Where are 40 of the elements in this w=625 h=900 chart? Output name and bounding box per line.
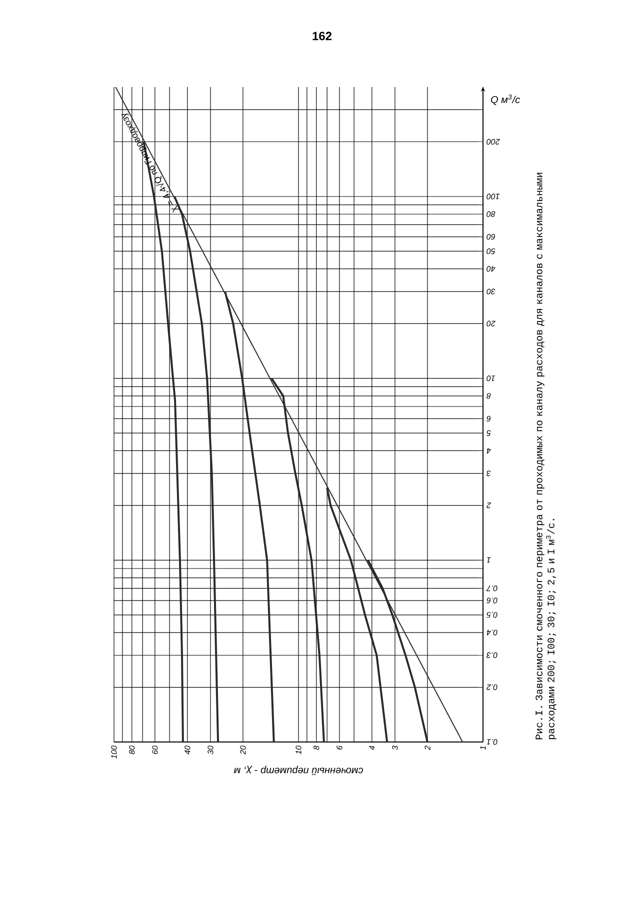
x-tick-label: 3 bbox=[392, 746, 398, 750]
y-tick-label: 20 bbox=[486, 320, 496, 326]
x-tick-label: 100 bbox=[111, 746, 117, 759]
y-tick-label: 0.7 bbox=[486, 586, 498, 592]
y-tick-label: 1 bbox=[487, 557, 491, 563]
x-tick-label: 2 bbox=[424, 746, 430, 750]
text: Рис.I. Зависимости смоченного периметра от проходимых по каналу расходов для каналов с максимальными расходами 200; I00; 30; I0; 2,5 и I м$^{3}$/с. bbox=[536, 172, 556, 740]
y-tick-label: 100 bbox=[486, 194, 500, 200]
x-tick-label: 30 bbox=[208, 746, 214, 754]
y-tick-label: 3 bbox=[486, 470, 491, 476]
y-tick-label: 0.1 bbox=[487, 739, 498, 745]
y-tick-label: 0.3 bbox=[486, 652, 498, 658]
y-tick-label: 0.5 bbox=[486, 612, 498, 618]
y-tick-label: 5 bbox=[486, 430, 491, 436]
x-axis-title: смоченный периметр - χ, м bbox=[234, 766, 363, 776]
y-tick-label: 0.4 bbox=[486, 630, 498, 636]
y-tick-label: 40 bbox=[486, 266, 496, 272]
y-tick-label: 0.6 bbox=[486, 598, 498, 604]
x-tick-label: 60 bbox=[152, 746, 158, 754]
x-tick-label: 10 bbox=[296, 746, 302, 754]
y-tick-label: 60 bbox=[486, 234, 495, 240]
x-tick-label: 80 bbox=[129, 746, 135, 754]
x-tick-label: 40 bbox=[184, 746, 190, 754]
y-tick-label: 80 bbox=[486, 211, 496, 217]
y-tick-label: 10 bbox=[486, 376, 496, 382]
y-tick-label: 8 bbox=[486, 393, 491, 399]
x-tick-label: 1 bbox=[480, 746, 486, 750]
x-tick-label: 8 bbox=[314, 746, 320, 750]
y-tick-label: 0.2 bbox=[486, 684, 498, 690]
y-tick-label: 4 bbox=[486, 448, 491, 454]
y-tick-label: 6 bbox=[486, 416, 491, 422]
y-tick-label: 2 bbox=[486, 502, 492, 508]
x-tick-label: 20 bbox=[240, 746, 246, 754]
y-tick-label: 50 bbox=[486, 248, 496, 254]
x-tick-label: 6 bbox=[336, 746, 342, 750]
y-tick-label: 30 bbox=[486, 288, 496, 294]
text: 162 bbox=[312, 32, 332, 40]
y-tick-label: 200 bbox=[486, 138, 500, 145]
x-tick-label: 4 bbox=[369, 746, 375, 750]
y-axis-title: Q м$^{3}$/с bbox=[491, 94, 520, 105]
